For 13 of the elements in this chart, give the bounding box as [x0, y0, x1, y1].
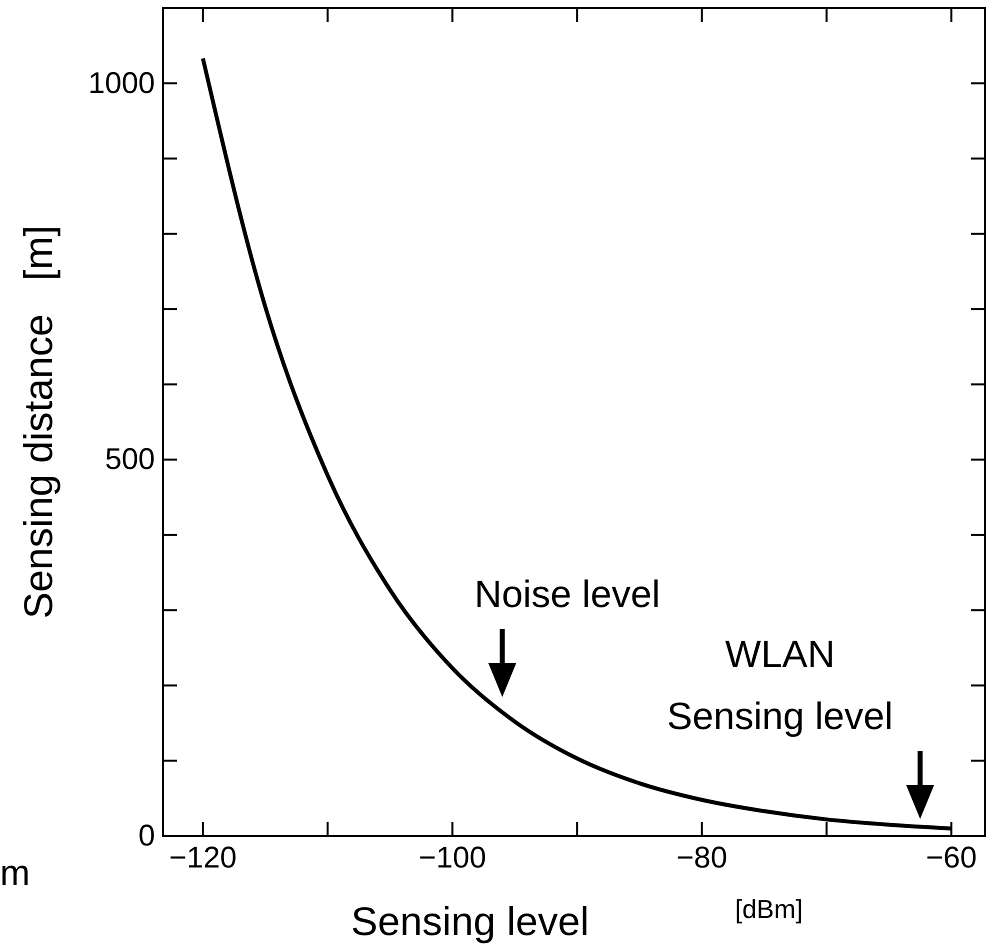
- text: [dBm]: [735, 894, 803, 924]
- y-tick-label: 0: [138, 820, 155, 853]
- x-axis-title: Sensing level: [351, 900, 589, 944]
- annotation: WLAN Sensing level: [666, 634, 894, 738]
- y-axis-title: Sensing distance [m]: [17, 225, 61, 619]
- text: m: [0, 852, 30, 893]
- y-tick-label: 500: [104, 443, 155, 476]
- y-tick-label: 1000: [88, 66, 155, 100]
- x-tick-label: −100: [418, 841, 486, 874]
- x-tick-label: −80: [676, 841, 728, 874]
- x-tick-label: −60: [926, 841, 977, 874]
- x-tick-label: −120: [169, 841, 237, 874]
- annotation: Noise level: [474, 574, 660, 616]
